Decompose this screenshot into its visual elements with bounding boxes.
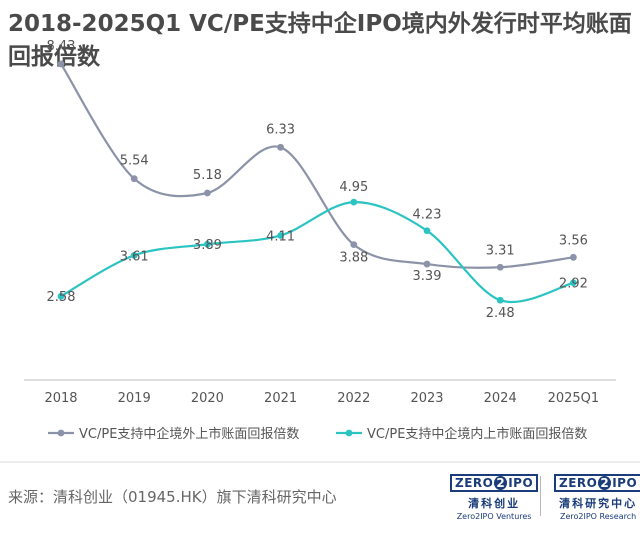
zero2ipo-research-logo: ZERO 2 IPO 清科研究中心 Zero2IPO Research (554, 472, 640, 521)
source-note: 来源：清科创业（01945.HK）旗下清科研究中心 (8, 488, 337, 506)
legend-marker-domestic (345, 429, 353, 437)
x-tick-label: 2019 (118, 391, 151, 406)
data-point-domestic (496, 296, 504, 304)
x-tick-label: 2022 (337, 391, 370, 406)
data-label-domestic: 2.58 (47, 290, 76, 305)
legend-marker-overseas (57, 429, 65, 437)
data-label-domestic: 4.23 (413, 208, 442, 223)
data-label-domestic: 2.48 (486, 306, 515, 321)
data-point-overseas (130, 175, 138, 183)
logo-chinese-name: 清科创业 (468, 497, 521, 510)
data-point-overseas (204, 189, 211, 197)
x-tick-label: 2023 (410, 391, 443, 406)
data-label-overseas: 3.39 (413, 269, 442, 284)
data-label-overseas: 5.18 (193, 168, 222, 183)
data-point-domestic (130, 251, 138, 259)
data-point-domestic (350, 198, 358, 206)
data-point-overseas (277, 143, 284, 151)
x-tick-label: 2024 (484, 391, 517, 406)
data-label-overseas: 5.54 (120, 154, 149, 169)
data-point-overseas (423, 260, 431, 268)
logo-english-name: Zero2IPO Ventures (456, 512, 532, 521)
data-point-domestic (423, 227, 431, 235)
x-tick-label: 2018 (44, 391, 77, 406)
x-tick-label: 2025Q1 (548, 391, 600, 406)
data-label-overseas: 3.31 (486, 243, 515, 258)
zero2ipo-logo-mark: ZERO 2 IPO (554, 474, 640, 492)
data-point-overseas (570, 253, 577, 261)
chart-title: 2018-2025Q1 VC/PE支持中企IPO境内外发行时平均账面回报倍数 (8, 11, 632, 70)
logo-english-name: Zero2IPO Research (559, 512, 637, 521)
data-label-overseas: 3.88 (339, 251, 368, 266)
x-tick-label: 2021 (264, 391, 297, 406)
data-point-domestic (204, 240, 211, 248)
data-point-domestic (57, 292, 65, 300)
data-point-overseas (57, 60, 65, 68)
data-point-domestic (277, 232, 284, 239)
logo-divider (540, 476, 541, 516)
logo-chinese-name: 清科研究中心 (559, 497, 638, 510)
zero2ipo-logo-mark: ZERO 2 IPO (450, 474, 539, 492)
data-label-domestic: 2.92 (559, 277, 588, 292)
data-point-domestic (570, 279, 577, 287)
data-label-domestic: 4.95 (339, 180, 368, 195)
data-label-overseas: 8.43 (47, 39, 76, 54)
x-tick-label: 2020 (191, 391, 224, 406)
data-label-overseas: 6.33 (266, 122, 295, 137)
data-label-overseas: 3.56 (559, 233, 588, 248)
zero2ipo-ventures-logo: ZERO 2 IPO 清科创业 Zero2IPO Ventures (450, 472, 539, 521)
data-point-overseas (350, 241, 358, 249)
legend-label-overseas: VC/PE支持中企境外上市账面回报倍数 (79, 426, 299, 442)
data-label-domestic: 3.61 (120, 249, 149, 264)
data-label-domestic: 3.89 (193, 238, 222, 253)
data-point-overseas (496, 263, 504, 271)
data-label-domestic: 4.11 (266, 229, 295, 244)
series-line-domestic (60, 201, 574, 303)
legend-label-domestic: VC/PE支持中企境内上市账面回报倍数 (367, 426, 587, 442)
